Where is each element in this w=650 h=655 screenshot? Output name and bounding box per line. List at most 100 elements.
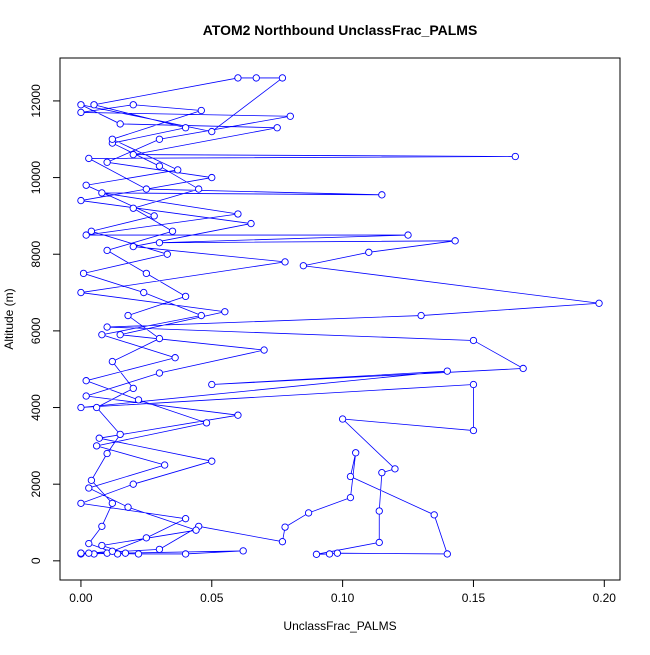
data-point: [103, 449, 111, 458]
data-point: [77, 101, 85, 109]
data-point: [239, 547, 247, 555]
data-point: [98, 331, 106, 339]
data-point: [77, 499, 85, 507]
data-point: [95, 434, 103, 442]
data-point: [299, 262, 308, 270]
data-point: [142, 534, 151, 542]
data-point: [221, 308, 229, 316]
data-point: [103, 323, 111, 331]
data-point: [378, 469, 386, 477]
y-tick-label: 10000: [29, 161, 43, 195]
data-point: [304, 509, 313, 517]
data-point: [197, 311, 205, 320]
data-point: [174, 166, 182, 174]
data-point: [103, 246, 111, 255]
y-tick-label: 6000: [29, 317, 43, 344]
data-point: [85, 484, 93, 492]
data-point: [155, 162, 164, 170]
data-point: [121, 549, 130, 557]
x-tick-label: 0.10: [331, 591, 355, 605]
data-point: [142, 185, 151, 193]
data-point: [98, 189, 106, 197]
data-point: [77, 549, 85, 557]
data-point: [338, 415, 347, 423]
data-point: [511, 152, 519, 161]
data-point: [82, 392, 90, 400]
data-point: [87, 476, 96, 485]
data-point: [82, 231, 90, 239]
data-point: [129, 101, 137, 109]
x-tick-label: 0.15: [462, 591, 486, 605]
data-point: [92, 442, 101, 450]
data-point: [108, 135, 116, 143]
data-point: [443, 550, 451, 558]
data-point: [77, 403, 85, 412]
data-point: [181, 515, 190, 523]
data-point: [378, 191, 386, 199]
x-tick-label: 0.00: [69, 591, 93, 605]
data-point: [325, 550, 334, 558]
data-point: [168, 227, 177, 235]
x-tick-label: 0.20: [593, 591, 617, 605]
data-point: [161, 461, 169, 469]
data-point: [142, 269, 151, 278]
data-point: [98, 522, 106, 530]
data-point: [129, 242, 137, 251]
data-point: [155, 334, 164, 343]
x-axis-label: UnclassFrac_PALMS: [283, 619, 396, 633]
data-point: [469, 426, 478, 435]
data-point: [192, 526, 200, 534]
data-point: [208, 127, 216, 136]
y-tick-label: 12000: [29, 84, 43, 118]
data-point: [278, 538, 287, 546]
data-point: [108, 499, 116, 507]
data-point: [375, 507, 383, 515]
data-point: [85, 549, 93, 557]
data-point: [79, 269, 88, 278]
data-point: [404, 231, 412, 239]
data-point: [108, 357, 116, 366]
data-point: [451, 237, 459, 245]
data-point: [519, 364, 527, 373]
data-point: [234, 210, 242, 218]
data-point: [98, 541, 106, 550]
data-point: [134, 396, 143, 404]
chart-title: ATOM2 Northbound UnclassFrac_PALMS: [203, 22, 478, 38]
data-point: [129, 204, 137, 212]
data-point: [365, 248, 373, 256]
data-point: [352, 449, 360, 457]
data-point: [124, 503, 132, 511]
data-point: [163, 250, 171, 258]
data-point: [195, 185, 203, 193]
data-point: [103, 158, 111, 166]
data-point: [129, 150, 137, 159]
data-point: [92, 403, 101, 412]
data-point: [333, 549, 342, 557]
data-point: [234, 74, 242, 82]
data-point: [346, 493, 355, 502]
data-point: [155, 545, 164, 553]
data-point: [181, 124, 190, 132]
data-point: [155, 369, 164, 377]
data-point: [252, 74, 260, 82]
data-point: [286, 112, 294, 120]
data-point: [312, 550, 321, 558]
data-point: [443, 367, 451, 375]
data-point: [595, 299, 603, 307]
data-point: [134, 550, 143, 558]
data-point: [87, 227, 96, 235]
data-point: [124, 311, 132, 320]
data-point: [278, 74, 287, 82]
data-point: [116, 331, 124, 339]
data-point: [140, 288, 148, 297]
data-point: [197, 106, 205, 115]
data-point: [181, 292, 190, 301]
data-point: [181, 550, 190, 558]
data-point: [82, 377, 90, 385]
data-point: [208, 173, 216, 182]
y-tick-label: 8000: [29, 241, 43, 268]
data-point: [129, 384, 137, 393]
data-point: [77, 196, 85, 205]
data-point: [281, 523, 289, 531]
data-point: [417, 311, 425, 320]
